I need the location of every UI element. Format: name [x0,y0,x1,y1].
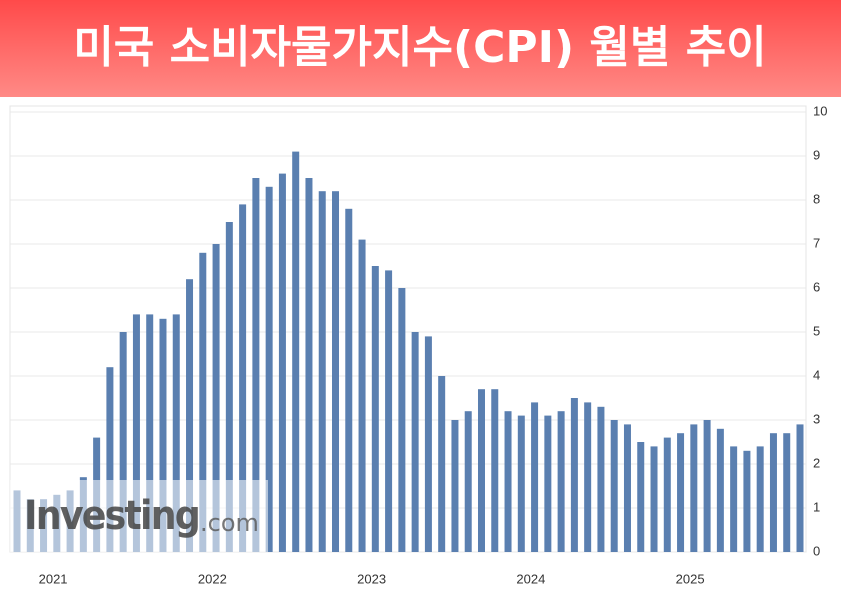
bar [358,239,366,552]
bar [146,314,154,552]
bar [663,437,671,552]
bar [106,367,114,552]
bar [769,433,777,552]
bar [345,208,353,553]
y-tick-label: 2 [813,455,820,470]
bar [398,288,406,552]
bar [212,244,220,552]
bar [199,252,207,553]
bar [332,191,340,552]
bar [318,191,326,552]
bar [186,279,194,552]
bar [424,336,432,552]
y-tick-label: 9 [813,147,820,162]
bar [690,424,698,552]
watermark-box [10,480,268,552]
watermark-suffix: .com [200,509,259,537]
bar [650,446,658,552]
y-tick-label: 3 [813,411,820,426]
bar [477,389,485,552]
bar [411,332,419,552]
x-tick-label: 2022 [198,571,227,586]
bar [796,424,804,552]
bar [278,173,286,552]
bar [677,433,685,552]
bar [292,151,300,552]
bar [225,222,233,552]
bar [252,178,260,552]
bar [544,415,552,552]
bar [239,204,247,552]
bar [623,424,631,552]
x-tick-label: 2021 [39,571,68,586]
y-tick-label: 6 [813,279,820,294]
bar [464,411,472,552]
bar [172,314,180,552]
y-tick-label: 0 [813,543,820,558]
bar [385,270,393,552]
bar [451,420,459,552]
bar [132,314,140,552]
bar [265,186,273,553]
bar [730,446,738,552]
bar [610,420,618,552]
x-tick-label: 2023 [357,571,386,586]
bar [159,318,167,552]
bar [305,178,313,552]
y-tick-label: 1 [813,499,820,514]
bar [570,398,578,552]
chart-title: 미국 소비자물가지수(CPI) 월별 추이 [73,22,766,73]
x-tick-label: 2024 [516,571,545,586]
bar [783,433,791,552]
bar [743,450,751,552]
bar [716,428,724,552]
y-tick-label: 10 [813,103,827,118]
y-tick-label: 5 [813,323,820,338]
watermark-brand: Investing [24,493,199,539]
bar [637,442,645,552]
bar [584,402,592,552]
bar [438,376,446,552]
bar [491,389,499,552]
bar [119,332,127,552]
x-tick-label: 2025 [676,571,705,586]
title-banner [0,0,841,97]
bar [517,415,525,552]
bar [557,411,565,552]
y-tick-label: 7 [813,235,820,250]
y-tick-label: 8 [813,191,820,206]
y-tick-label: 4 [813,367,820,382]
bar [504,411,512,552]
bar [531,402,539,552]
bar [703,420,711,552]
bar [597,406,605,552]
bar [756,446,764,552]
bar [371,266,379,552]
